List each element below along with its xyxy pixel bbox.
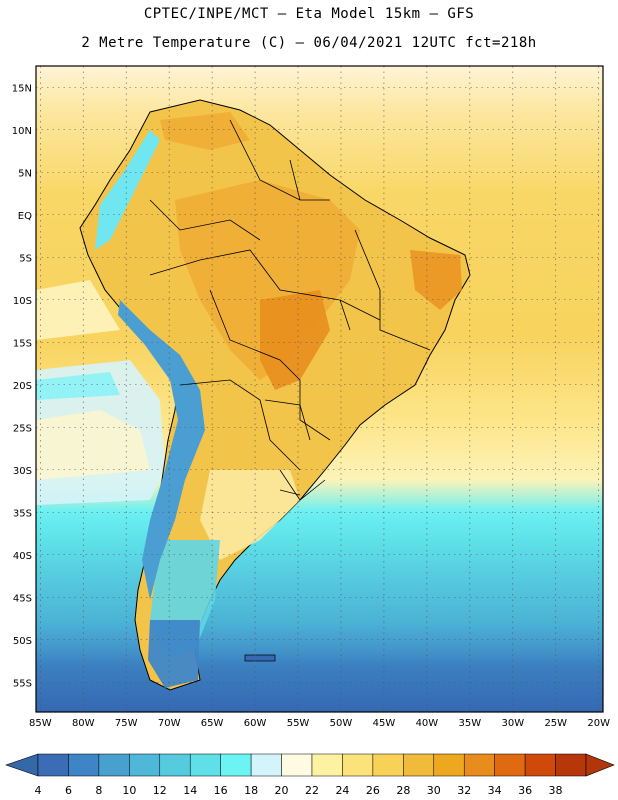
lat-tick-label: 15S: [13, 338, 32, 349]
lat-tick-label: 40S: [13, 551, 32, 562]
latitude-labels: 15N 10N 5N EQ 5S 10S 15S 20S 25S 30S 35S 40S 45S 50S 5…: [12, 83, 32, 689]
chart-title: CPTEC/INPE/MCT – Eta Model 15km – GFS: [143, 6, 475, 22]
colorbar-label: 20: [275, 784, 289, 797]
lon-tick-label: 25W: [544, 718, 567, 729]
colorbar-label: 10: [122, 784, 136, 797]
colorbar-swatch: [433, 753, 465, 777]
lat-tick-label: 5N: [18, 168, 32, 179]
colorbar-label: 32: [457, 784, 471, 797]
colorbar-label: 8: [95, 784, 102, 797]
colorbar-label: 28: [396, 784, 410, 797]
colorbar-low-arrow: [5, 753, 39, 777]
colorbar-label: 34: [488, 784, 502, 797]
lat-tick-label: 30S: [13, 466, 32, 477]
colorbar-swatch: [342, 753, 374, 777]
lat-tick-label: 10N: [12, 126, 32, 137]
colorbar-swatch: [555, 753, 587, 777]
lon-tick-label: 60W: [244, 718, 267, 729]
colorbar-swatch: [37, 753, 69, 777]
lat-tick-label: 10S: [13, 296, 32, 307]
lat-tick-label: 5S: [19, 253, 32, 264]
colorbar-swatch: [463, 753, 495, 777]
temperature-map: 15N 10N 5N EQ 5S 10S 15S 20S 25S 30S 35S 40S 45S 50S 5…: [12, 65, 610, 729]
lat-tick-label: 45S: [13, 593, 32, 604]
colorbar-swatch: [159, 753, 191, 777]
lon-tick-label: 85W: [29, 718, 52, 729]
colorbar-label: 26: [366, 784, 380, 797]
colorbar-label: 12: [153, 784, 167, 797]
colorbar-label: 22: [305, 784, 319, 797]
lon-tick-label: 40W: [416, 718, 439, 729]
map-grid: [36, 66, 603, 712]
lat-tick-label: 20S: [13, 381, 32, 392]
lat-tick-label: 35S: [13, 508, 32, 519]
colorbar-label: 24: [335, 784, 349, 797]
lat-tick-label: 15N: [12, 83, 32, 94]
country-borders: [149, 119, 431, 501]
map-plot-area: [36, 66, 603, 712]
colorbar-swatch: [68, 753, 100, 777]
lon-tick-label: 75W: [115, 718, 138, 729]
lat-tick-label: EQ: [18, 211, 32, 222]
colorbar-label: 30: [427, 784, 441, 797]
colorbar-swatch: [524, 753, 556, 777]
colorbar-swatch: [220, 753, 252, 777]
colorbar-swatch: [403, 753, 435, 777]
lat-tick-label: 25S: [13, 423, 32, 434]
colorbar-label: 14: [183, 784, 197, 797]
colorbar-swatch: [494, 753, 526, 777]
lon-tick-label: 35W: [459, 718, 482, 729]
lon-tick-label: 70W: [158, 718, 181, 729]
chart-subtitle: 2 Metre Temperature (C) – 06/04/2021 12U…: [81, 35, 537, 51]
colorbar-high-arrow: [585, 753, 615, 777]
colorbar-swatch: [311, 753, 343, 777]
color-legend: 4 6 8 10 12 14 16 18 20 22 24 26 28 30 32 34 36 38: [5, 753, 615, 797]
colorbar-label: 4: [35, 784, 42, 797]
lon-tick-label: 20W: [587, 718, 610, 729]
colorbar-swatch: [189, 753, 221, 777]
colorbar-swatch: [98, 753, 130, 777]
lon-tick-label: 80W: [72, 718, 95, 729]
lon-tick-label: 55W: [287, 718, 310, 729]
colorbar-label: 18: [244, 784, 258, 797]
colorbar-swatch: [250, 753, 282, 777]
colorbar-label: 6: [65, 784, 72, 797]
longitude-labels: 85W 80W 75W 70W 65W 60W 55W 50W 45W 40W 35W 30W 25W 2…: [29, 718, 610, 729]
colorbar-swatch: [281, 753, 313, 777]
lon-tick-label: 65W: [201, 718, 224, 729]
lat-tick-label: 55S: [13, 678, 32, 689]
lat-tick-label: 50S: [13, 636, 32, 647]
lon-tick-label: 50W: [330, 718, 353, 729]
colorbar-swatch: [129, 753, 161, 777]
lon-tick-label: 30W: [501, 718, 524, 729]
colorbar-label: 36: [518, 784, 532, 797]
lon-tick-label: 45W: [373, 718, 396, 729]
colorbar-swatch: [372, 753, 404, 777]
map-border: [35, 65, 604, 713]
colorbar-label: 38: [549, 784, 563, 797]
colorbar-label: 16: [214, 784, 228, 797]
